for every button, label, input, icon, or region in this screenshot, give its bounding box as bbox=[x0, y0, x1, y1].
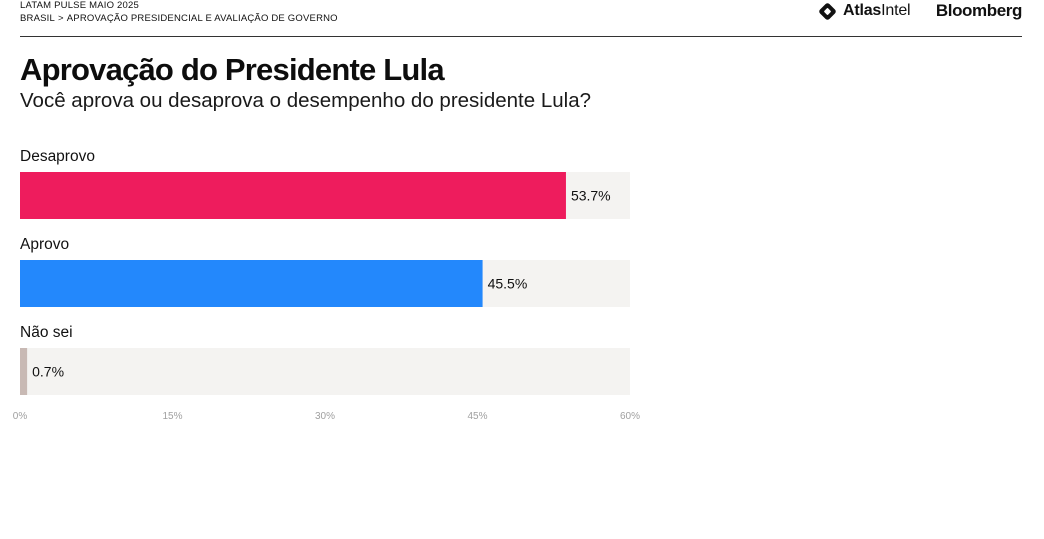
chart-title: Aprovação do Presidente Lula bbox=[20, 52, 445, 87]
breadcrumb: BRASIL > APROVAÇÃO PRESIDENCIAL E AVALIAÇÃ… bbox=[20, 13, 338, 24]
x-tick-label: 30% bbox=[315, 411, 335, 422]
category-label-aprovo: Aprovo bbox=[20, 236, 69, 253]
x-tick-label: 60% bbox=[620, 411, 640, 422]
breadcrumb-section[interactable]: APROVAÇÃO PRESIDENCIAL E AVALIAÇÃO DE GO… bbox=[66, 13, 338, 24]
category-label-nao-sei: Não sei bbox=[20, 324, 73, 341]
bar-nao-sei bbox=[20, 348, 28, 395]
breadcrumb-country[interactable]: BRASIL bbox=[20, 13, 55, 24]
bloomberg-logo[interactable]: Bloomberg bbox=[935, 1, 1023, 20]
top-bar: LATAM PULSE MAIO 2025 BRASIL > APROVAÇÃO P… bbox=[20, 0, 1022, 37]
atlasintel-mark-icon bbox=[819, 2, 836, 20]
atlasintel-wordmark: AtlasIntel bbox=[843, 2, 911, 19]
value-label-nao-sei: 0.7% bbox=[32, 364, 64, 380]
bar-track-nao-sei bbox=[20, 348, 630, 395]
bar-aprovo bbox=[20, 260, 483, 307]
atlasintel-logo[interactable]: AtlasIntel bbox=[817, 0, 911, 22]
chart-subtitle: Você aprova ou desaprova o desempenho do… bbox=[20, 89, 592, 112]
x-tick-label: 15% bbox=[162, 411, 182, 422]
report-eyebrow: LATAM PULSE MAIO 2025 bbox=[20, 0, 139, 11]
x-tick-label: 0% bbox=[13, 411, 28, 422]
value-label-desaprovo: 53.7% bbox=[571, 188, 611, 204]
x-tick-label: 45% bbox=[467, 411, 487, 422]
bar-desaprovo bbox=[20, 172, 566, 219]
category-label-desaprovo: Desaprovo bbox=[20, 148, 95, 165]
value-label-aprovo: 45.5% bbox=[488, 276, 528, 292]
breadcrumb-separator: > bbox=[58, 13, 64, 24]
